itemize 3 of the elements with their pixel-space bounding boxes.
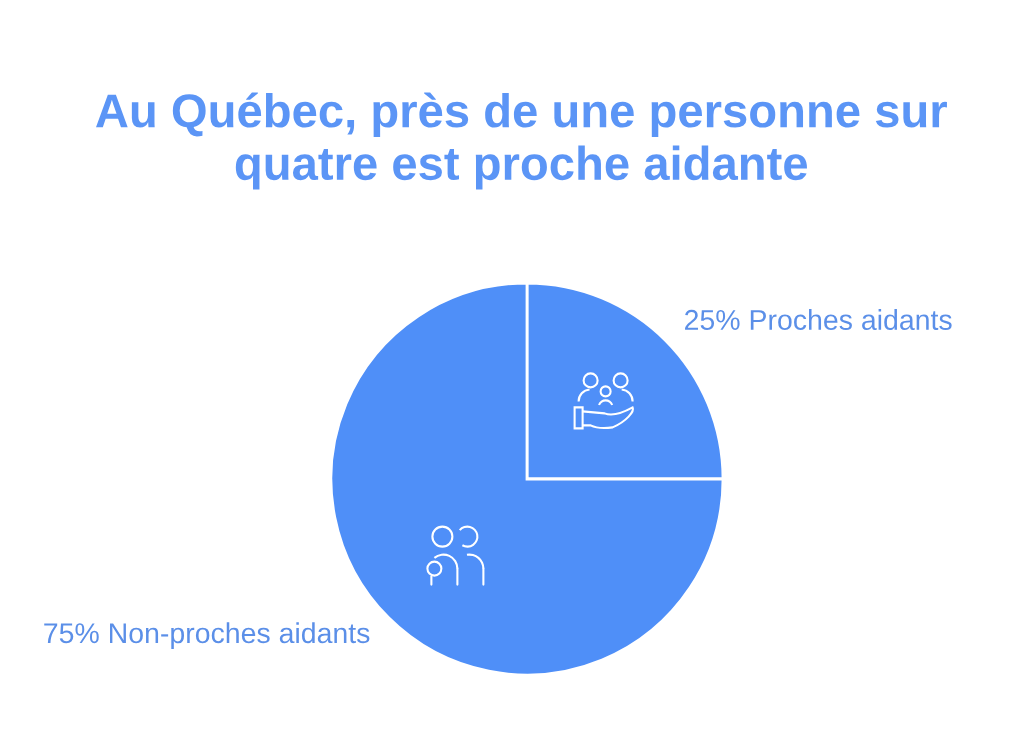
slice-label: 25% Proches aidants — [685, 309, 952, 331]
slice-label: 75% Non-proches aidants — [44, 622, 370, 649]
chart-title: Au Québec, près de une personne sur quatre est proche aidante — [96, 92, 947, 190]
